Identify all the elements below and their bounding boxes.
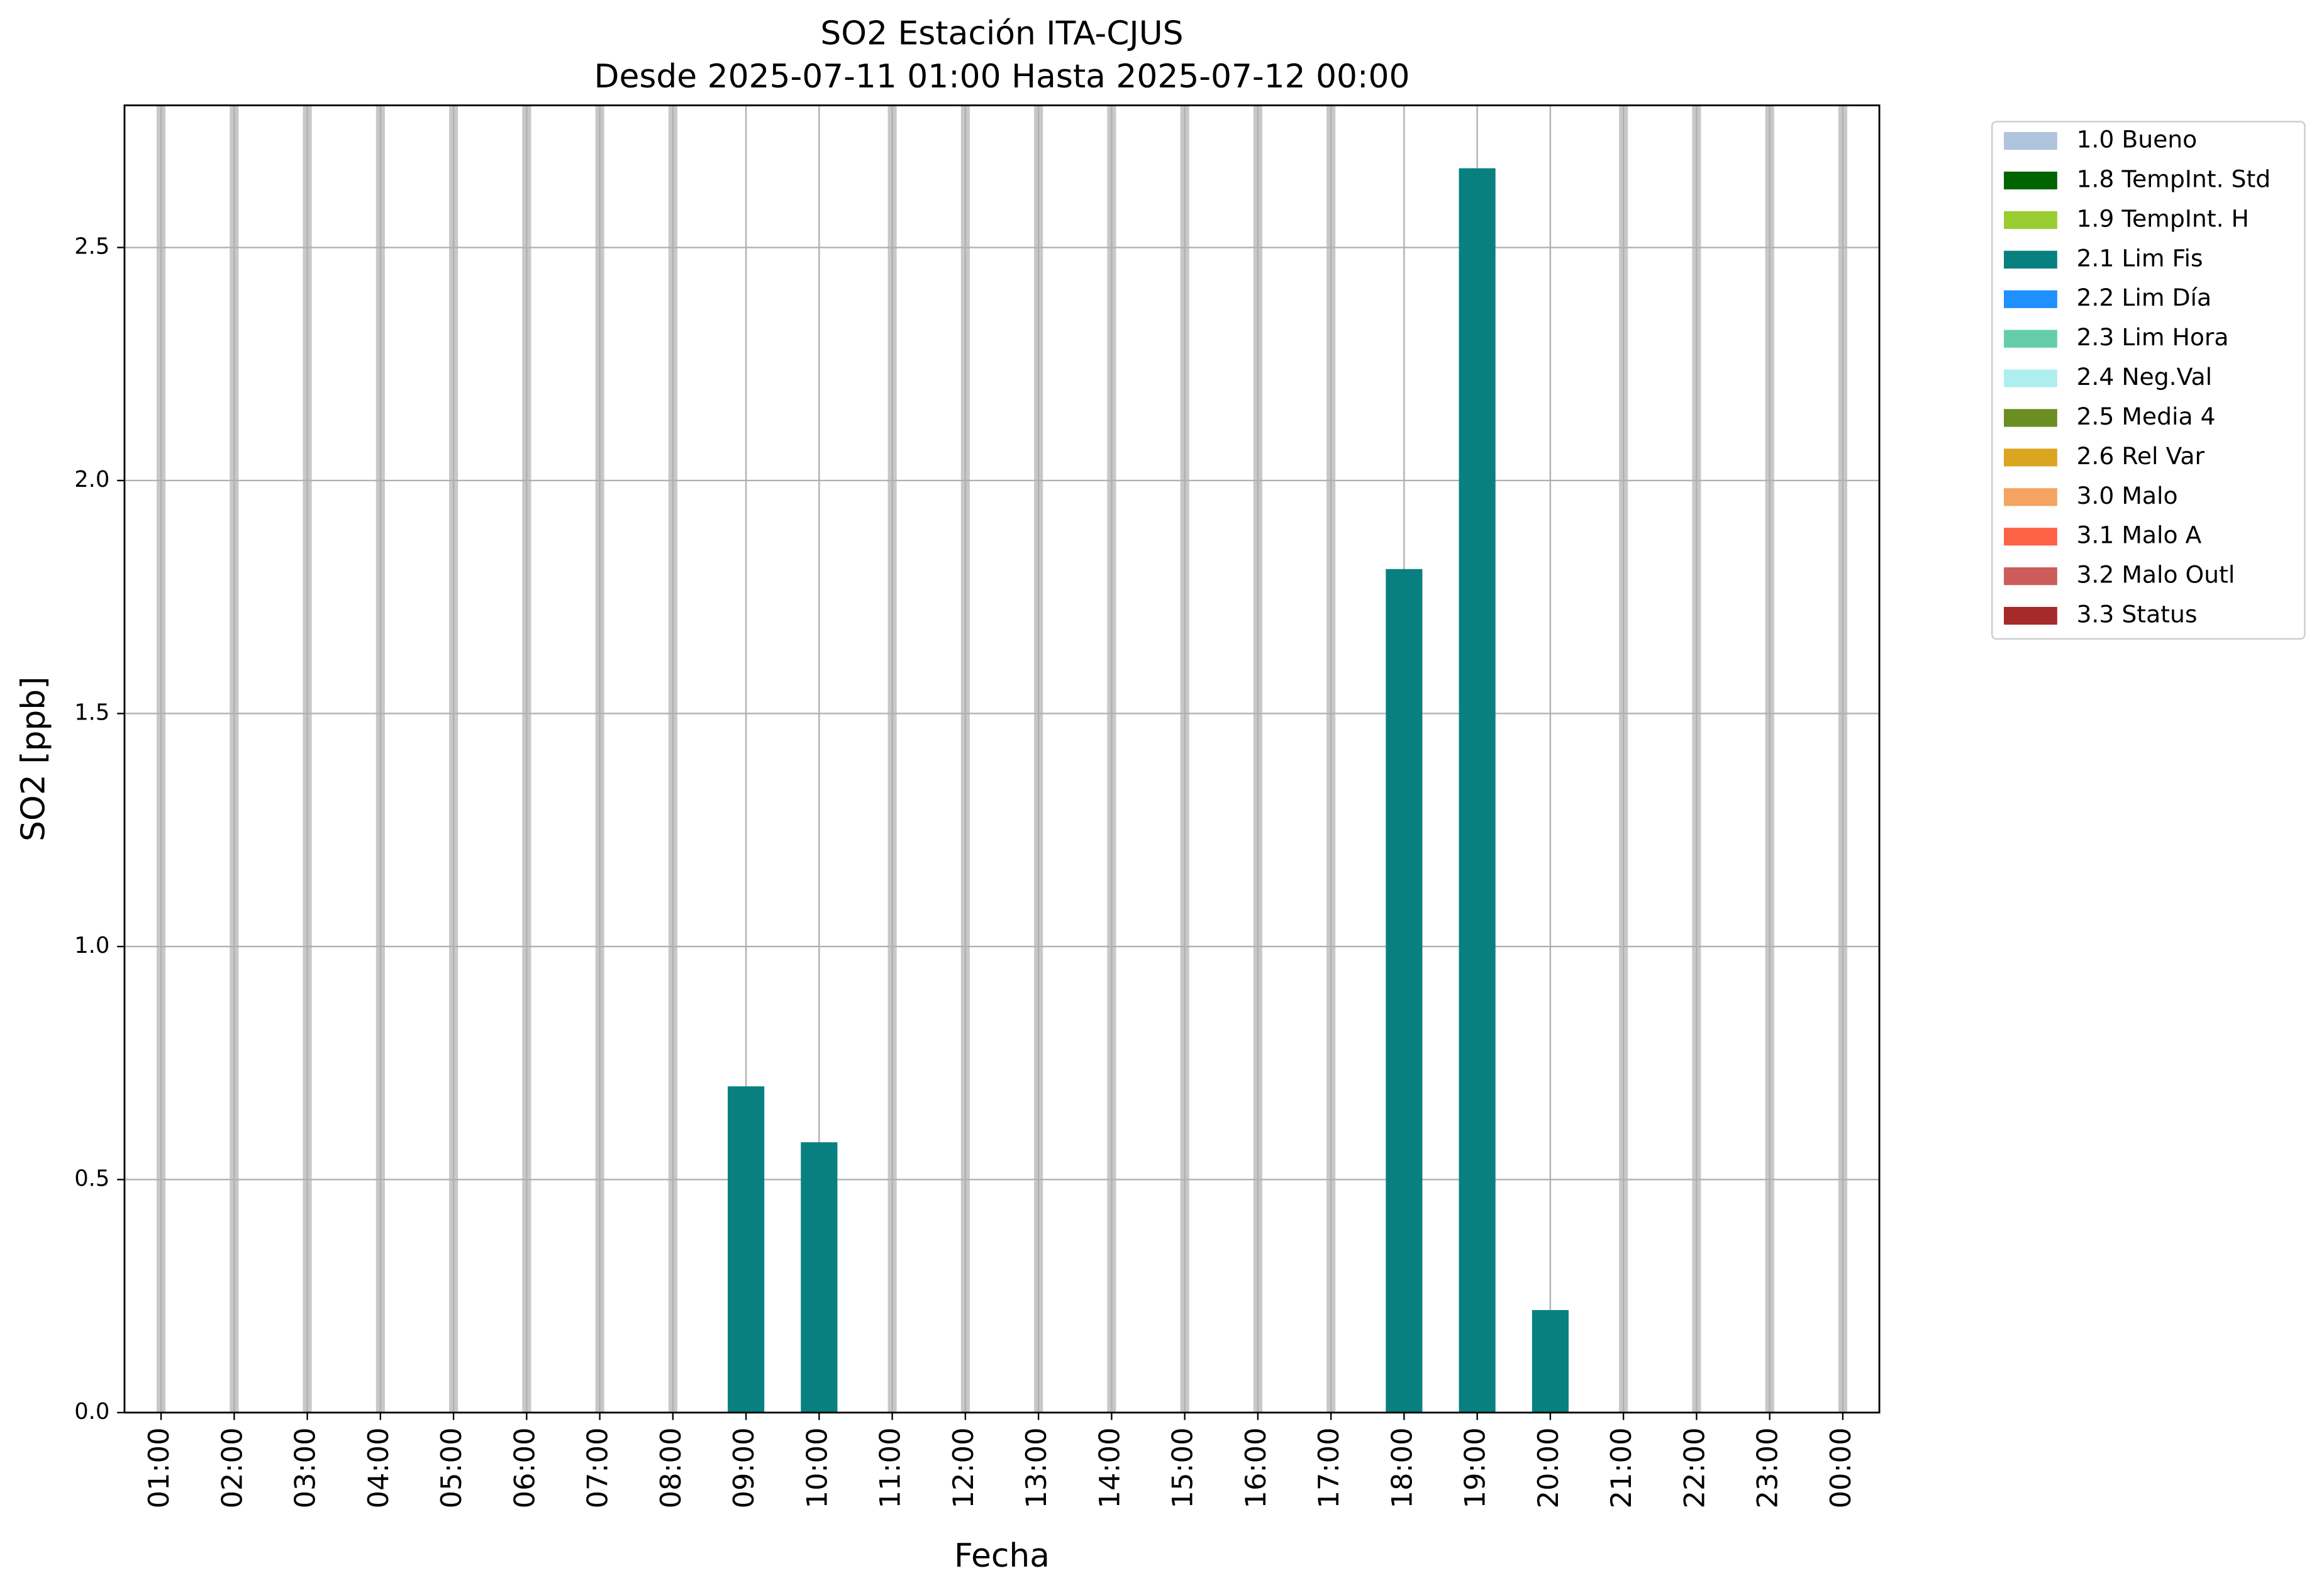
legend-swatch: [2003, 290, 2057, 308]
legend-label: 3.3 Status: [2076, 601, 2197, 628]
y-tick-label: 0.0: [74, 1399, 109, 1425]
legend-swatch: [2003, 606, 2057, 625]
x-tick-label: 22:00: [1677, 1428, 1711, 1509]
legend-swatch: [2003, 330, 2057, 348]
legend-label: 1.0 Bueno: [2076, 126, 2197, 153]
legend-swatch: [2003, 528, 2057, 546]
bar: [801, 1142, 838, 1413]
x-tick-label: 12:00: [947, 1428, 980, 1509]
x-tick-label: 06:00: [508, 1428, 541, 1509]
legend-label: 2.6 Rel Var: [2076, 442, 2204, 470]
legend-swatch: [2003, 211, 2057, 230]
legend-swatch: [2003, 369, 2057, 387]
x-tick-label: 13:00: [1020, 1428, 1053, 1509]
y-tick-label: 1.5: [74, 699, 109, 725]
bar: [1532, 1309, 1569, 1413]
x-tick-label: 16:00: [1239, 1428, 1272, 1509]
legend-label: 1.8 TempInt. Std: [2076, 165, 2271, 192]
legend-swatch: [2003, 567, 2057, 586]
x-tick-label: 00:00: [1824, 1428, 1857, 1509]
y-tick-label: 2.0: [74, 467, 109, 492]
legend-swatch: [2003, 488, 2057, 506]
y-axis-label: SO2 [ppb]: [15, 677, 53, 842]
legend-swatch: [2003, 250, 2057, 269]
y-tick-label: 1.0: [74, 933, 109, 959]
x-tick-label: 04:00: [362, 1428, 395, 1509]
legend-label: 2.5 Media 4: [2076, 403, 2215, 430]
x-tick-label: 07:00: [581, 1428, 614, 1509]
x-tick-label: 05:00: [435, 1428, 468, 1509]
legend-swatch: [2003, 448, 2057, 467]
plot-frame: [123, 104, 1881, 1414]
legend-label: 3.0 Malo: [2076, 482, 2177, 509]
legend-label: 3.1 Malo A: [2076, 521, 2201, 549]
bar: [1386, 569, 1423, 1413]
x-tick-label: 01:00: [142, 1428, 175, 1509]
chart-title: SO2 Estación ITA-CJUS: [820, 15, 1183, 53]
x-tick-label: 10:00: [800, 1428, 833, 1509]
x-tick-label: 23:00: [1751, 1428, 1784, 1509]
legend-label: 2.2 Lim Día: [2076, 284, 2211, 311]
y-tick-label: 0.5: [74, 1165, 109, 1191]
legend-label: 3.2 Malo Outl: [2076, 561, 2235, 589]
x-tick-label: 02:00: [215, 1428, 248, 1509]
x-tick-label: 09:00: [727, 1428, 760, 1509]
x-tick-label: 15:00: [1166, 1428, 1199, 1509]
chart-subtitle: Desde 2025-07-11 01:00 Hasta 2025-07-12 …: [594, 58, 1410, 96]
legend-label: 2.4 Neg.Val: [2076, 363, 2212, 391]
x-tick-label: 08:00: [654, 1428, 687, 1509]
x-tick-label: 20:00: [1532, 1428, 1565, 1509]
legend-label: 1.9 TempInt. H: [2076, 204, 2249, 232]
bar: [1459, 168, 1496, 1413]
bar: [728, 1086, 765, 1413]
y-tick-label: 2.5: [74, 234, 109, 260]
x-tick-label: 21:00: [1604, 1428, 1638, 1509]
x-tick-label: 17:00: [1312, 1428, 1345, 1509]
x-tick-label: 11:00: [874, 1428, 907, 1509]
x-axis-label: Fecha: [954, 1537, 1050, 1575]
x-tick-label: 14:00: [1093, 1428, 1126, 1509]
legend-label: 2.3 Lim Hora: [2076, 323, 2228, 351]
x-tick-label: 03:00: [289, 1428, 322, 1509]
x-tick-label: 19:00: [1459, 1428, 1492, 1509]
legend-label: 2.1 Lim Fis: [2076, 244, 2203, 272]
x-tick-label: 18:00: [1385, 1428, 1418, 1509]
legend-swatch: [2003, 409, 2057, 427]
legend-swatch: [2003, 171, 2057, 190]
legend-swatch: [2003, 131, 2057, 150]
legend-box: [1991, 121, 2306, 640]
